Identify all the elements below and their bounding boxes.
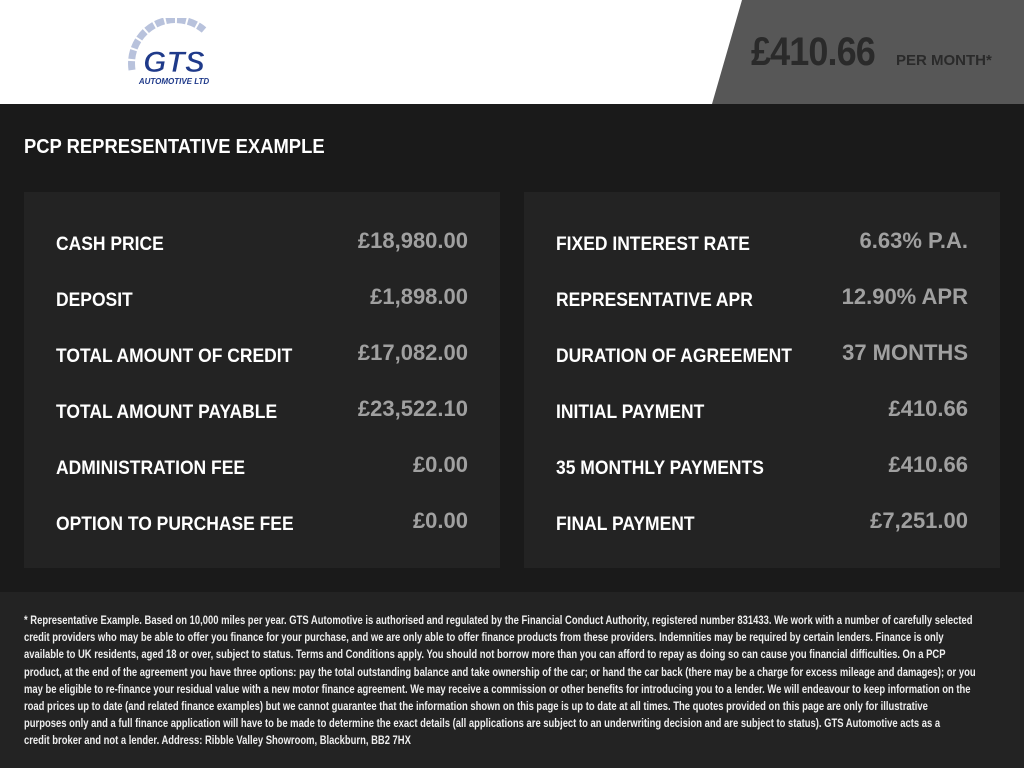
disclaimer-line: road prices up to date (and related fina… bbox=[24, 701, 928, 713]
finance-label: FIXED INTEREST RATE bbox=[556, 234, 750, 255]
finance-row: REPRESENTATIVE APR 12.90% APR bbox=[556, 284, 968, 314]
disclaimer-line: product, at the end of the agreement you… bbox=[24, 666, 976, 679]
section-title: PCP REPRESENTATIVE EXAMPLE bbox=[24, 136, 325, 158]
finance-value: £410.66 bbox=[888, 452, 968, 477]
finance-label: ADMINISTRATION FEE bbox=[56, 458, 246, 479]
disclaimer-line: available to UK residents, aged 18 or ov… bbox=[24, 649, 946, 662]
finance-value: £23,522.10 bbox=[357, 396, 468, 421]
finance-value: £18,980.00 bbox=[357, 228, 468, 253]
finance-value: £410.66 bbox=[888, 396, 968, 421]
finance-row: DURATION OF AGREEMENT 37 MONTHS bbox=[556, 340, 968, 370]
monthly-price-box bbox=[712, 0, 1024, 104]
finance-label: CASH PRICE bbox=[56, 234, 164, 255]
disclaimer-line: credit broker and not a lender. Address:… bbox=[24, 735, 411, 748]
finance-row: DEPOSIT £1,898.00 bbox=[56, 284, 468, 314]
finance-value: 12.90% APR bbox=[841, 284, 968, 309]
disclaimer-line: may be eligible to re-finance your resid… bbox=[24, 683, 971, 696]
finance-value: £17,082.00 bbox=[357, 340, 468, 365]
finance-value: £0.00 bbox=[412, 508, 468, 533]
finance-value: 6.63% P.A. bbox=[859, 228, 968, 253]
finance-row: FIXED INTEREST RATE 6.63% P.A. bbox=[556, 228, 968, 258]
finance-label: INITIAL PAYMENT bbox=[556, 402, 705, 423]
finance-row: CASH PRICE £18,980.00 bbox=[56, 228, 468, 258]
monthly-price: £410.66 bbox=[751, 30, 876, 74]
finance-row: TOTAL AMOUNT PAYABLE £23,522.10 bbox=[56, 396, 468, 426]
finance-row: ADMINISTRATION FEE £0.00 bbox=[56, 452, 468, 482]
finance-label: TOTAL AMOUNT PAYABLE bbox=[56, 402, 278, 423]
header: GTS AUTOMOTIVE LTD £410.66 PER MONTH* bbox=[0, 0, 1024, 104]
finance-label: REPRESENTATIVE APR bbox=[556, 290, 753, 311]
finance-label: 35 MONTHLY PAYMENTS bbox=[556, 458, 764, 479]
svg-text:GTS: GTS bbox=[143, 46, 205, 79]
left-finance-panel: CASH PRICE £18,980.00 DEPOSIT £1,898.00 TOTA… bbox=[24, 192, 500, 568]
finance-label: FINAL PAYMENT bbox=[556, 514, 695, 535]
finance-label: TOTAL AMOUNT OF CREDIT bbox=[56, 346, 293, 367]
finance-row: OPTION TO PURCHASE FEE £0.00 bbox=[56, 508, 468, 538]
disclaimer-line: * Representative Example. Based on 10,00… bbox=[24, 615, 973, 627]
svg-text:AUTOMOTIVE LTD: AUTOMOTIVE LTD bbox=[138, 77, 210, 86]
finance-value: £1,898.00 bbox=[370, 284, 468, 309]
finance-value: 37 MONTHS bbox=[842, 340, 968, 365]
finance-value: £7,251.00 bbox=[870, 508, 968, 533]
finance-row: INITIAL PAYMENT £410.66 bbox=[556, 396, 968, 426]
finance-label: DURATION OF AGREEMENT bbox=[556, 346, 792, 367]
finance-label: OPTION TO PURCHASE FEE bbox=[56, 514, 294, 535]
disclaimer-line: credit providers who may be able to offe… bbox=[24, 632, 944, 645]
finance-row: 35 MONTHLY PAYMENTS £410.66 bbox=[556, 452, 968, 482]
disclaimer: * Representative Example. Based on 10,00… bbox=[0, 592, 1024, 768]
right-finance-panel: FIXED INTEREST RATE 6.63% P.A. REPRESENTAT… bbox=[524, 192, 1000, 568]
finance-value: £0.00 bbox=[412, 452, 468, 477]
gts-logo[interactable]: GTS AUTOMOTIVE LTD bbox=[124, 18, 224, 88]
finance-row: TOTAL AMOUNT OF CREDIT £17,082.00 bbox=[56, 340, 468, 370]
finance-label: DEPOSIT bbox=[56, 290, 133, 311]
finance-row: FINAL PAYMENT £7,251.00 bbox=[556, 508, 968, 538]
disclaimer-line: purposes only and a full finance applica… bbox=[24, 718, 941, 731]
per-month-label: PER MONTH* bbox=[896, 52, 992, 69]
